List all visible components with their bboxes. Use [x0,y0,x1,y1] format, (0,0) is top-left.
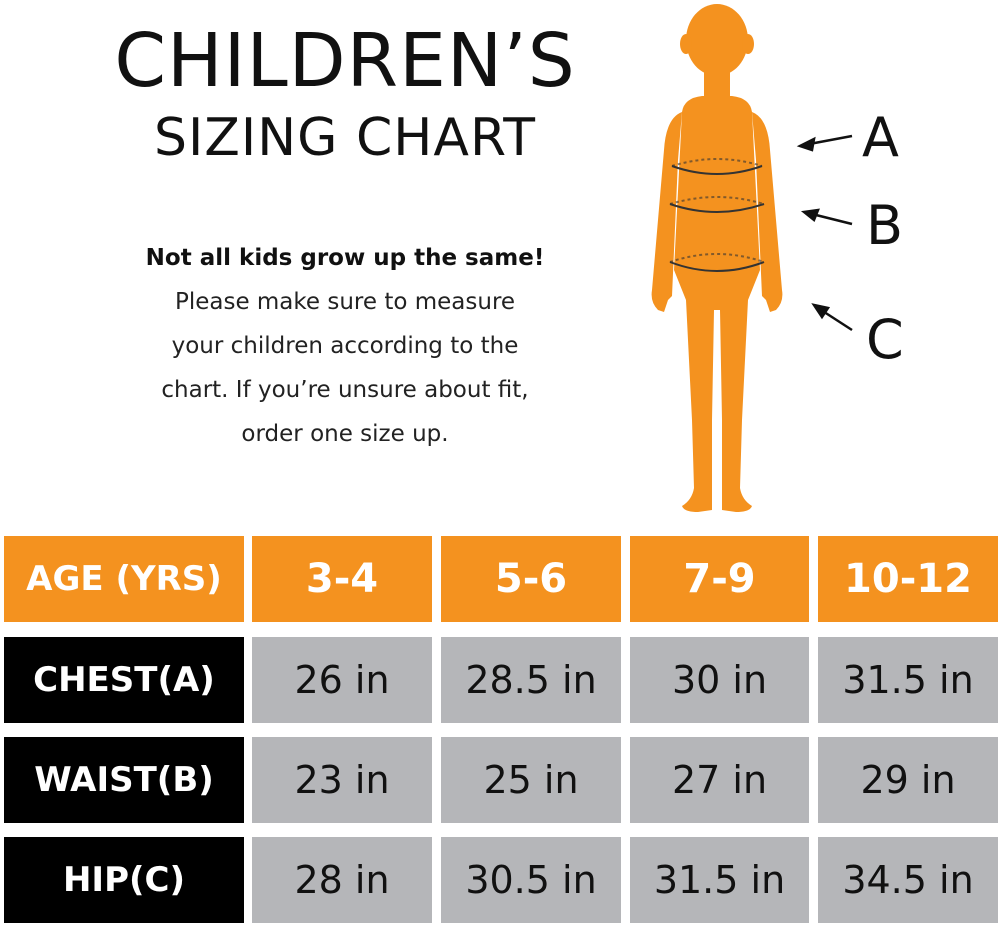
table-cell: 28 in [252,837,432,923]
table-header-cell: 10-12 [818,536,998,622]
intro-line: order one size up. [241,421,449,447]
hip-band [669,261,765,272]
child-silhouette-icon: A B C [651,4,904,512]
intro-line: your children according to the [171,333,519,359]
table-cell: 31.5 in [818,637,998,723]
intro-line: Please make sure to measure [174,289,516,315]
table-cell: 31.5 in [630,837,809,923]
intro-text: Not all kids grow up the same! Please ma… [120,236,570,456]
row-label-hip: HIP(C) [4,837,244,923]
marker-c: C [866,308,904,371]
table-cell: 25 in [441,737,621,823]
marker-b: B [866,194,903,257]
table-cell: 26 in [252,637,432,723]
chest-band [671,165,763,175]
table-cell: 29 in [818,737,998,823]
table-header-age: AGE (YRS) [4,536,244,622]
table-cell: 34.5 in [818,837,998,923]
marker-a: A [862,106,899,169]
table-header-cell: 7-9 [630,536,809,622]
page-title: CHILDREN’S [114,18,576,104]
table-cell: 30 in [630,637,809,723]
row-label-chest: CHEST(A) [4,637,244,723]
table-cell: 30.5 in [441,837,621,923]
table-cell: 28.5 in [441,637,621,723]
table-header-cell: 3-4 [252,536,432,622]
table-header-cell: 5-6 [441,536,621,622]
table-cell: 23 in [252,737,432,823]
child-figure: A B C [630,0,960,520]
intro-line: chart. If you’re unsure about fit, [161,377,529,403]
table-cell: 27 in [630,737,809,823]
intro-headline: Not all kids grow up the same! [145,245,545,271]
row-label-waist: WAIST(B) [4,737,244,823]
waist-band [669,203,765,213]
page-subtitle: SIZING CHART [153,108,537,168]
